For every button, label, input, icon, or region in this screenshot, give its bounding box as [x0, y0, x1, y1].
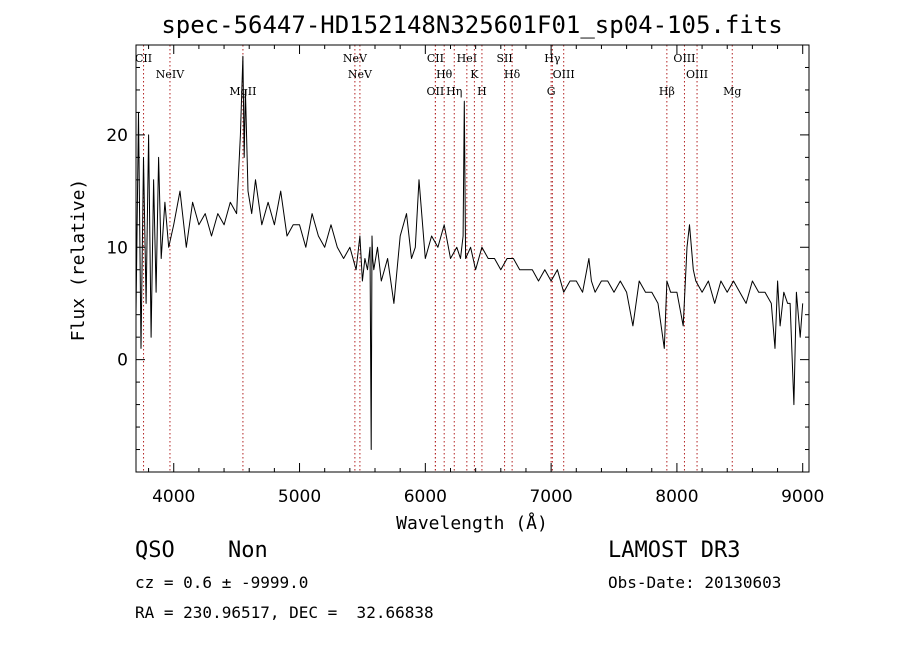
- line-marker-label: HeI: [457, 52, 477, 65]
- line-marker-label: Hθ: [436, 68, 453, 81]
- y-tick-label: 10: [106, 238, 128, 258]
- x-axis: 4000 5000 6000 7000 8000 9000: [148, 45, 824, 507]
- line-marker-label: CII: [135, 52, 152, 65]
- obs-date-label: Obs-Date: 20130603: [608, 573, 782, 592]
- x-tick-label: 7000: [529, 487, 572, 507]
- y-tick-label: 0: [117, 351, 128, 371]
- series-group: [135, 55, 804, 450]
- plot-frame: [135, 44, 810, 473]
- line-marker-label: Hη: [446, 85, 462, 98]
- class-label: QSO: [135, 538, 175, 563]
- x-tick-label: 9000: [781, 487, 824, 507]
- y-axis: 0 10 20: [106, 66, 809, 451]
- line-marker-label: OIII: [553, 68, 575, 81]
- y-tick-label: 20: [106, 126, 128, 146]
- x-axis-label: Wavelength (Å): [396, 512, 548, 534]
- line-marker-label: Mg: [723, 85, 741, 98]
- x-tick-label: 8000: [655, 487, 698, 507]
- line-marker-label: CII: [427, 52, 444, 65]
- line-marker-label: G: [547, 85, 556, 98]
- line-marker-label: Hγ: [544, 52, 561, 65]
- cz-label: cz = 0.6 ± -9999.0: [135, 573, 309, 592]
- line-marker-label: OII: [427, 85, 445, 98]
- line-marker-label: SII: [496, 52, 512, 65]
- x-tick-label: 5000: [278, 487, 321, 507]
- y-axis-label: Flux (relative): [68, 179, 89, 342]
- x-tick-label: 6000: [404, 487, 447, 507]
- series-line: [135, 55, 804, 450]
- survey-label: LAMOST DR3: [608, 538, 741, 563]
- line-marker-label: K: [470, 68, 479, 81]
- line-marker-label: OIII: [673, 52, 695, 65]
- line-marker-label: OIII: [686, 68, 708, 81]
- coords-label: RA = 230.96517, DEC = 32.66838: [135, 603, 434, 622]
- line-marker-label: NeIV: [156, 68, 185, 81]
- line-markers: CIINeIVMgIINeVNeVOIICIIHθHηHeIKHSIIHδGHγ…: [135, 45, 741, 472]
- line-marker-label: H: [477, 85, 487, 98]
- line-marker-label: Hβ: [659, 85, 675, 98]
- line-marker-label: NeV: [348, 68, 373, 81]
- chart-title: spec-56447-HD152148N325601F01_sp04-105.f…: [161, 11, 782, 39]
- line-marker-label: NeV: [343, 52, 368, 65]
- line-marker-label: Hδ: [504, 68, 521, 81]
- subclass-label: Non: [228, 538, 268, 563]
- x-tick-label: 4000: [152, 487, 195, 507]
